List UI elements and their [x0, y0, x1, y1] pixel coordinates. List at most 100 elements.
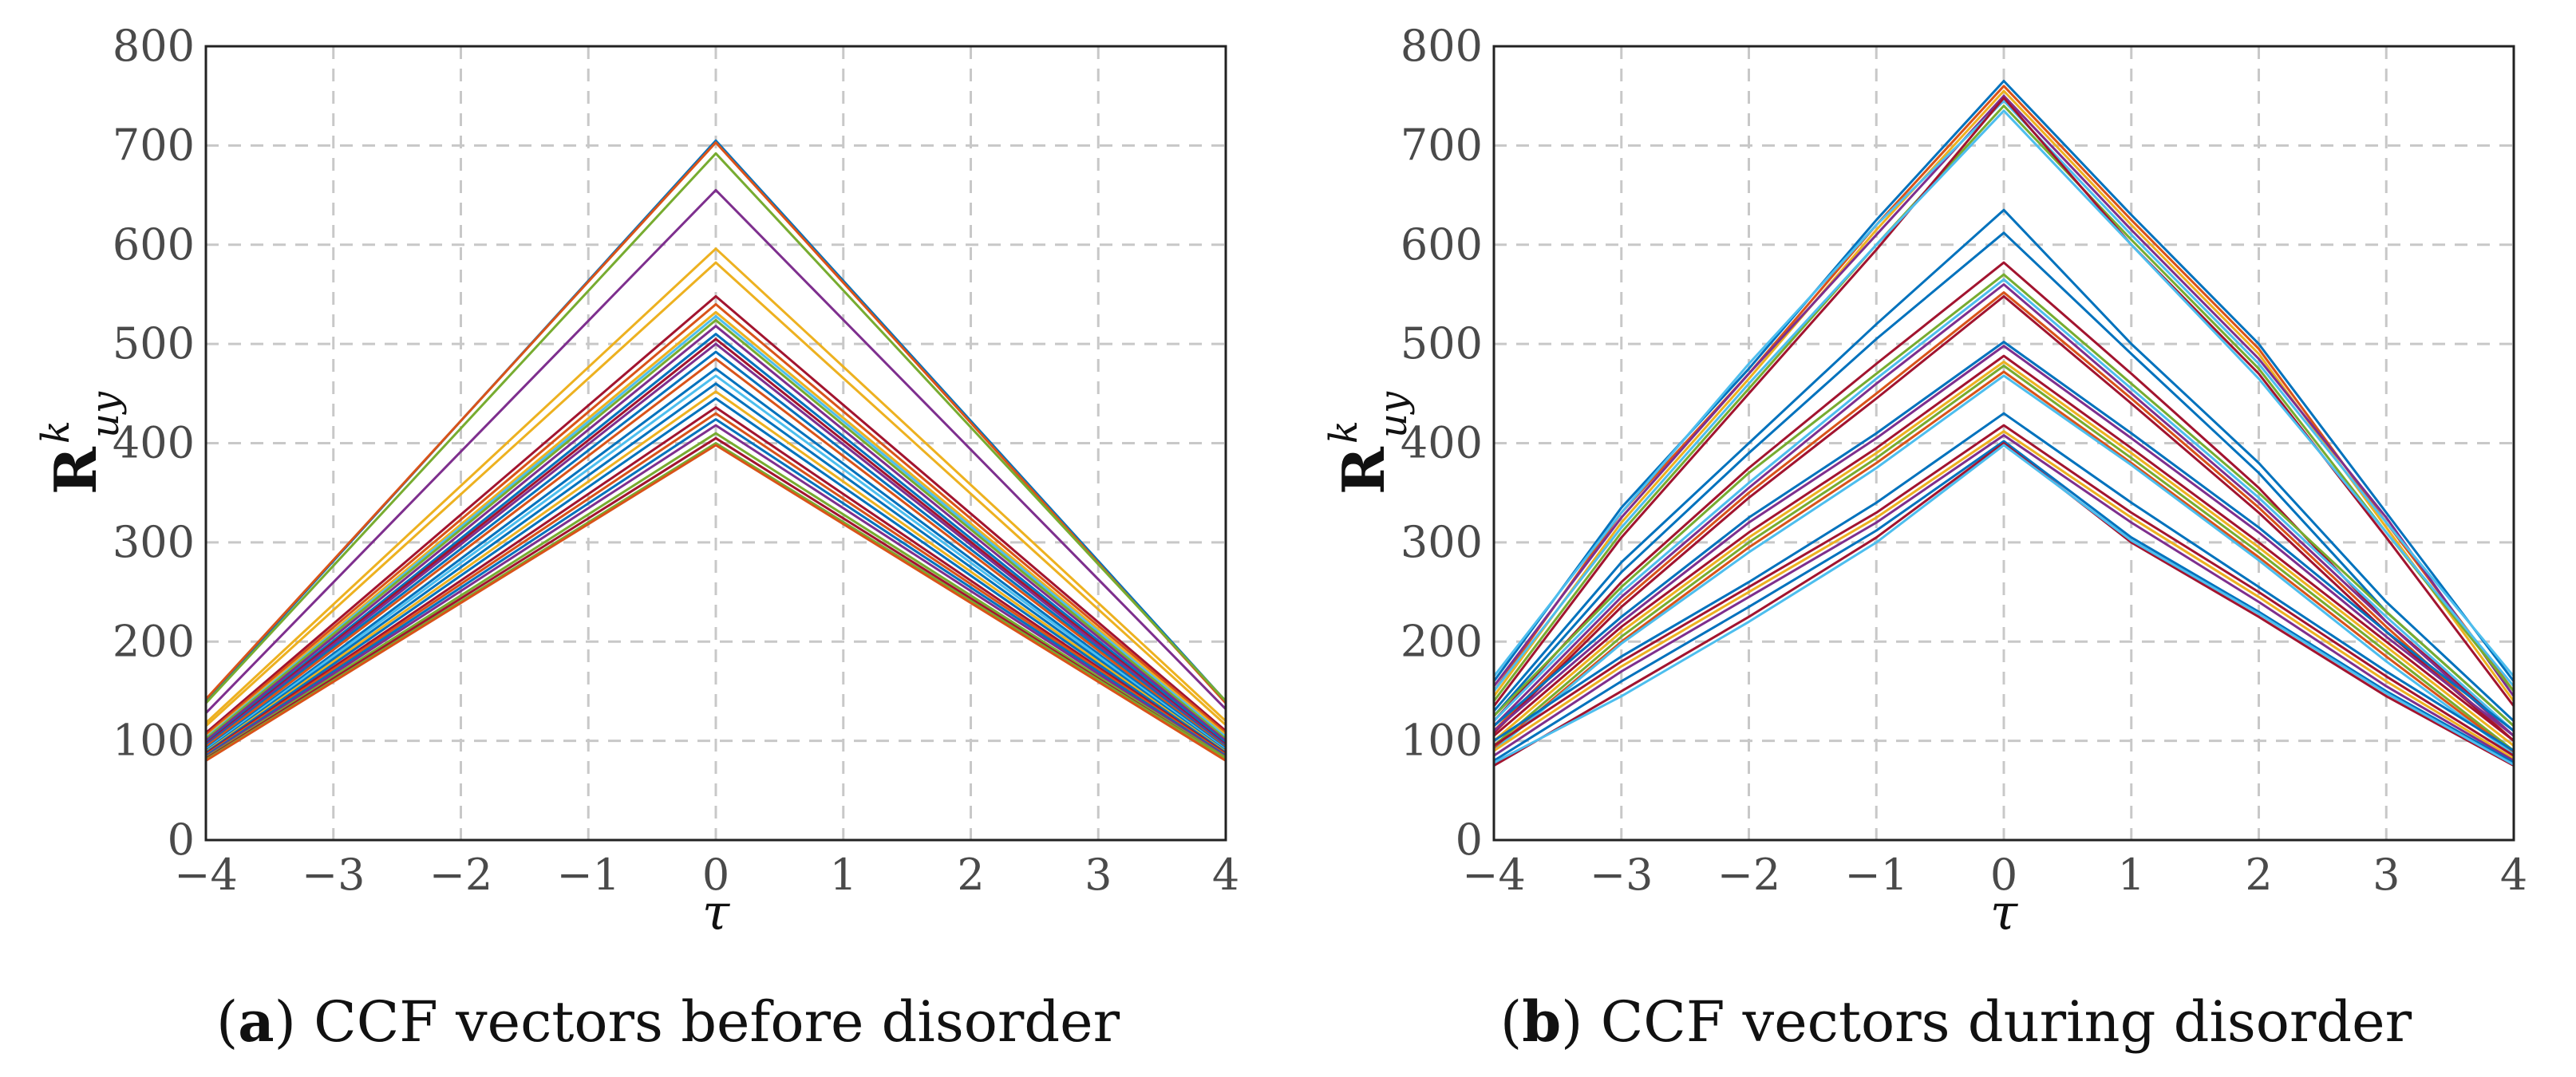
series-line-s24: [205, 412, 1227, 756]
series-line-s15: [1492, 291, 2515, 742]
series-line-s14: [1492, 283, 2515, 737]
y-tick-label-0: 0: [1456, 815, 1483, 865]
y-tick-label-8: 800: [113, 21, 195, 71]
series-line-s9: [1492, 208, 2515, 722]
caption-open-paren: (: [216, 989, 238, 1055]
series-line-s30: [1493, 444, 2515, 766]
x-tick-label-1: −3: [302, 850, 365, 900]
series-line-s6: [1492, 105, 2515, 702]
plot-frame: [204, 45, 1227, 842]
caption-letter: a: [238, 988, 274, 1055]
series-line-s10: [1492, 231, 2515, 728]
series-line-s3: [204, 152, 1227, 704]
series-line-s22: [1493, 370, 2515, 754]
series-line-s16: [205, 350, 1227, 748]
x-tick-label-1: −3: [1590, 850, 1653, 900]
caption-open-paren: (: [1500, 989, 1522, 1055]
series-line-s9: [205, 310, 1227, 738]
y-axis-label-subscript: uy: [83, 391, 128, 438]
series-line-s4: [204, 188, 1227, 714]
y-axis-label-main: R: [1329, 446, 1397, 495]
y-tick-label-5: 500: [1401, 318, 1483, 369]
series-line-s20: [205, 382, 1227, 752]
y-tick-label-7: 700: [1401, 120, 1483, 170]
x-tick-label-5: 1: [2118, 850, 2145, 900]
series-line-s7: [205, 294, 1227, 734]
series-line-s12: [1492, 273, 2515, 728]
y-tick-label-3: 300: [113, 517, 195, 567]
series-line-s28: [205, 436, 1227, 760]
series-line-s8: [1492, 109, 2515, 692]
y-tick-label-0: 0: [168, 815, 195, 865]
series-line-s11: [205, 318, 1227, 740]
x-tick-label-8: 4: [2500, 850, 2527, 900]
series-line-s21: [1493, 365, 2515, 752]
x-tick-label-7: 3: [2373, 850, 2400, 900]
y-axis-label: Rk uy: [34, 391, 128, 495]
series-line-s18: [1493, 345, 2515, 737]
series-line-s20: [1493, 361, 2515, 747]
y-tick-label-3: 300: [1401, 517, 1483, 567]
y-axis-label-superscript: k: [1322, 420, 1366, 444]
y-tick-label-7: 700: [113, 120, 195, 170]
series-line-s23: [1493, 374, 2515, 756]
y-tick-label-2: 200: [113, 616, 195, 666]
series-line-s16: [1492, 294, 2515, 742]
series-line-s5: [1492, 99, 2515, 677]
y-axis-label-subscript: uy: [1371, 391, 1416, 438]
x-tick-label-3: −1: [556, 850, 620, 900]
x-tick-label-8: 4: [1212, 850, 1239, 900]
series-line-s14: [205, 337, 1227, 746]
series-line-s4: [1492, 94, 2515, 697]
y-tick-label-1: 100: [113, 716, 195, 766]
series-line-s19: [205, 374, 1227, 752]
y-tick-label-2: 200: [1401, 616, 1483, 666]
x-tick-label-4: 0: [1990, 850, 2017, 900]
x-tick-label-7: 3: [1085, 850, 1112, 900]
y-tick-label-8: 800: [1401, 21, 1483, 71]
caption-text: ) CCF vectors before disorder: [275, 989, 1120, 1055]
series-line-s8: [205, 302, 1227, 736]
y-axis-label: Rk uy: [1322, 391, 1416, 495]
series-line-s26: [205, 424, 1227, 758]
caption-text: ) CCF vectors during disorder: [1561, 989, 2412, 1055]
y-tick-label-6: 600: [1401, 219, 1483, 270]
series-line-s17: [1493, 341, 2515, 732]
x-tick-label-6: 2: [957, 850, 984, 900]
series-line-s27: [205, 432, 1227, 759]
series-line-s24: [1493, 412, 2515, 752]
series-line-s6: [204, 261, 1227, 728]
series-line-s15: [205, 342, 1227, 747]
panel-caption: (a) CCF vectors before disorder: [216, 988, 1120, 1055]
panel-a: −4 −3 −2 −1 0 1 2 3 4 0 100 200 300 400 500 600 700 800 τ R…: [34, 21, 1239, 1055]
x-tick-label-2: −2: [1717, 850, 1781, 900]
series-line-s26: [1493, 430, 2515, 760]
series-line-s29: [1493, 442, 2515, 767]
x-tick-label-4: 0: [702, 850, 729, 900]
series-line-s30: [205, 444, 1227, 762]
x-tick-label-3: −1: [1844, 850, 1908, 900]
x-tick-label-0: −4: [174, 850, 238, 900]
series-line-s12: [205, 325, 1227, 742]
series-line-s17: [205, 357, 1227, 749]
series-line-s25: [205, 418, 1227, 757]
series-line-s22: [205, 397, 1227, 754]
y-tick-label-6: 600: [113, 219, 195, 270]
series-line-s19: [1493, 354, 2515, 742]
series-line-s27: [1493, 434, 2515, 762]
y-axis-label-superscript: k: [34, 420, 78, 444]
series-line-s18: [205, 367, 1227, 750]
y-tick-label-1: 100: [1401, 716, 1483, 766]
series-line-s28: [1493, 440, 2515, 764]
plot-frame: [1492, 45, 2515, 842]
series-line-s13: [205, 333, 1227, 744]
panel-caption: (b) CCF vectors during disorder: [1500, 988, 2412, 1055]
series-line-s23: [205, 406, 1227, 755]
series-line-s10: [205, 314, 1227, 740]
caption-letter: b: [1522, 988, 1561, 1055]
x-tick-label-6: 2: [2245, 850, 2272, 900]
y-tick-label-4: 400: [1401, 418, 1483, 468]
x-axis-label: τ: [702, 883, 731, 941]
x-tick-label-2: −2: [429, 850, 493, 900]
series-line-s25: [1493, 424, 2515, 757]
